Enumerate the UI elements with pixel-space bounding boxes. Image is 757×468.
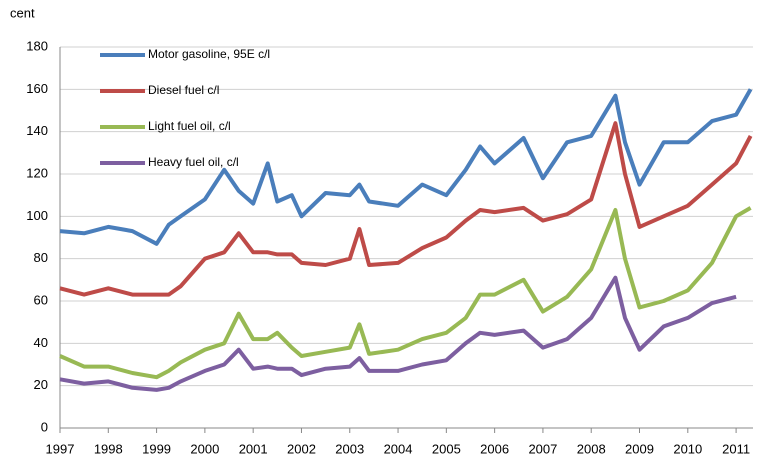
x-tick-label: 2008: [577, 441, 606, 456]
legend-label: Heavy fuel oil, c/l: [148, 155, 239, 169]
y-tick-label: 0: [41, 419, 48, 434]
x-tick-label: 2005: [432, 441, 461, 456]
y-tick-label: 60: [34, 292, 48, 307]
y-tick-label: 80: [34, 250, 48, 265]
y-tick-label: 20: [34, 377, 48, 392]
y-tick-label: 40: [34, 335, 48, 350]
legend-label: Light fuel oil, c/l: [148, 119, 231, 133]
x-tick-label: 2011: [722, 441, 750, 456]
series-line: [59, 121, 753, 297]
legend-label: Motor gasoline, 95E c/l: [148, 47, 270, 61]
x-tick-label: 2002: [287, 441, 316, 456]
x-tick-label: 2007: [528, 441, 557, 456]
x-tick-label: 1997: [46, 441, 75, 456]
x-tick-label: 1998: [94, 441, 123, 456]
x-tick-label: 2001: [239, 441, 268, 456]
x-tick-label: 2004: [384, 441, 413, 456]
x-tick-label: 2006: [480, 441, 509, 456]
y-tick-label: 140: [26, 123, 48, 138]
x-tick-label: 2010: [673, 441, 702, 456]
x-tick-label: 2009: [625, 441, 654, 456]
y-tick-label: 100: [26, 208, 48, 223]
series-line: [59, 275, 737, 392]
y-tick-label: 120: [26, 165, 48, 180]
x-tick-label: 2000: [190, 441, 219, 456]
series-line: [59, 88, 753, 246]
x-tick-label: 2003: [335, 441, 364, 456]
series-line: [59, 206, 752, 380]
y-axis-label: cent: [10, 5, 35, 20]
legend-label: Diesel fuel c/l: [148, 83, 219, 97]
x-tick-label: 1999: [142, 441, 171, 456]
y-tick-label: 180: [26, 38, 48, 53]
y-tick-label: 160: [26, 81, 48, 96]
